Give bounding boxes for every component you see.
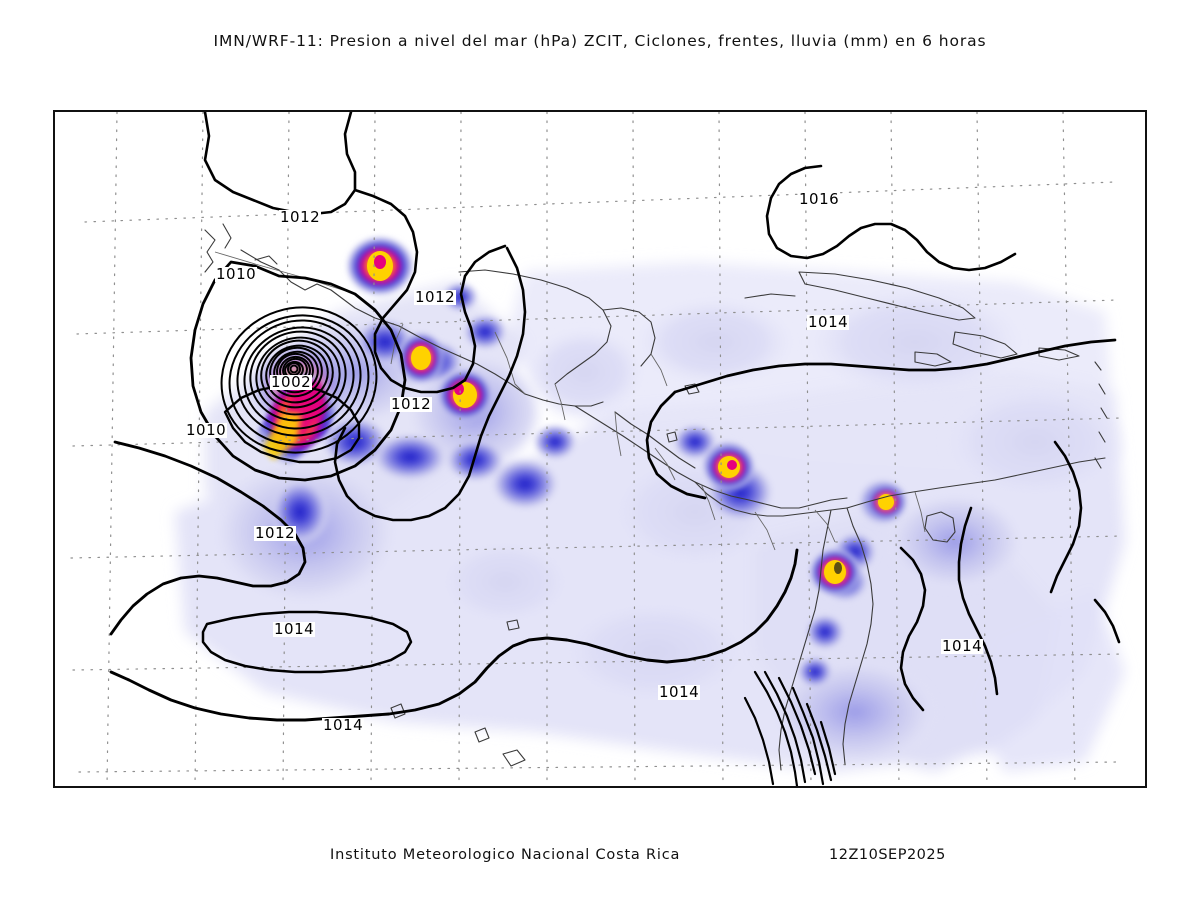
- contour-label-1016: 1016: [798, 190, 841, 208]
- contour-label-1010-nw: 1010: [215, 265, 258, 283]
- rain-cell: [635, 297, 795, 387]
- rain-cell: [555, 597, 755, 707]
- rain-max-core: [824, 560, 846, 584]
- contour-label-1002: 1002: [270, 373, 313, 391]
- isobar-1014-loop: [201, 610, 413, 674]
- isobar-1014-east: [899, 440, 1121, 712]
- rain-sheet-venezuela: [965, 592, 1125, 772]
- isobar-1012-southwest: [109, 440, 307, 636]
- isobar-bundle-andes: [743, 670, 837, 786]
- rain-core-blue: [805, 614, 845, 650]
- contour-label-1012-nw: 1012: [279, 208, 322, 226]
- contour-label-1014-ssw: 1014: [322, 716, 365, 734]
- political-borders-layer: [214, 251, 926, 551]
- isobar-1012-central: [333, 246, 527, 522]
- rain-cell: [435, 537, 575, 627]
- contour-label-1010-w: 1010: [185, 421, 228, 439]
- rain-max-cyclone-core: [263, 412, 301, 460]
- isobar-1014-north: [645, 338, 1117, 500]
- map-canvas: [55, 112, 1145, 786]
- rain-core-blue: [673, 424, 717, 460]
- isobar-1010: [189, 260, 407, 482]
- rain-max-inner: [727, 460, 737, 470]
- rain-cell: [940, 382, 1130, 502]
- footer-valid-time: 12Z10SEP2025: [829, 847, 946, 863]
- rain-cell: [805, 287, 1025, 397]
- rain-cell: [885, 492, 1025, 592]
- rain-max-core: [411, 346, 431, 370]
- contour-label-1014-ne: 1014: [807, 313, 850, 331]
- rain-core-blue: [533, 424, 577, 460]
- contour-label-1014-e: 1014: [941, 637, 984, 655]
- rain-max-inner: [834, 562, 842, 574]
- rain-core-blue: [797, 656, 833, 688]
- contour-label-1012-c: 1012: [390, 395, 433, 413]
- rain-core-blue: [372, 433, 448, 481]
- contour-label-1012-n: 1012: [414, 288, 457, 306]
- contour-label-1014-s: 1014: [658, 683, 701, 701]
- rain-core-blue: [491, 458, 559, 510]
- contour-label-1014-sw: 1014: [273, 620, 316, 638]
- rain-cell: [525, 327, 645, 417]
- isobar-1016: [765, 164, 1017, 272]
- footer-institution: Instituto Meteorologico Nacional Costa R…: [330, 847, 681, 863]
- map-frame: 1012 1010 1012 1016 1014 1002 1012 1010 …: [53, 110, 1147, 788]
- isobar-1014-south: [109, 548, 799, 722]
- latlon-grid: [70, 112, 1124, 786]
- rain-max-inner: [374, 255, 386, 269]
- page-title: IMN/WRF-11: Presion a nivel del mar (hPa…: [213, 32, 987, 50]
- coastlines-layer: [204, 223, 1108, 771]
- contour-label-1012-sw: 1012: [254, 524, 297, 542]
